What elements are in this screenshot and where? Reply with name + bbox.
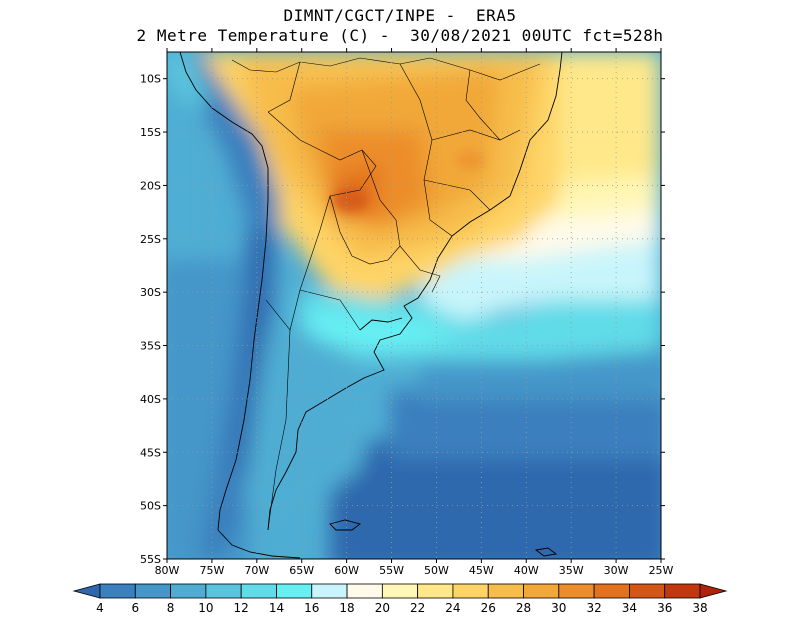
colorbar-label: 34 — [622, 601, 637, 615]
colorbar-label: 6 — [131, 601, 139, 615]
colorbar-bin — [664, 583, 701, 599]
chart-title-line-1: DIMNT/CGCT/INPE - ERA5 — [283, 6, 517, 25]
lat-label: 40S — [140, 393, 161, 406]
latitude-axis-labels: 10S 15S 20S 25S 30S 35S 40S 45S 50S 55S — [140, 73, 161, 566]
lon-label: 80W — [155, 564, 180, 577]
lon-label: 30W — [604, 564, 629, 577]
colorbar-bin — [452, 583, 489, 599]
colorbar-label: 38 — [692, 601, 707, 615]
colorbar-arrow-low — [72, 583, 101, 599]
lat-label: 55S — [140, 553, 161, 566]
political-borders — [231, 57, 541, 531]
lat-label: 15S — [140, 126, 161, 139]
colorbar-label: 4 — [96, 601, 104, 615]
colorbar-bin — [381, 583, 419, 599]
colorbar-bin — [417, 583, 454, 599]
colorbar-label: 36 — [657, 601, 672, 615]
colorbar-label: 18 — [339, 601, 354, 615]
colorbar-label: 16 — [304, 601, 319, 615]
lon-label: 75W — [199, 564, 224, 577]
lat-label: 45S — [140, 446, 161, 459]
lon-label: 45W — [469, 564, 494, 577]
lat-label: 50S — [140, 500, 161, 513]
colorbar-label: 32 — [586, 601, 601, 615]
lon-label: 65W — [289, 564, 314, 577]
colorbar-arrow-high — [699, 583, 728, 599]
colorbar-label: 14 — [269, 601, 284, 615]
colorbar-label: 30 — [551, 601, 566, 615]
colorbar-bin — [311, 583, 348, 599]
colorbar-label: 22 — [410, 601, 425, 615]
colorbar-labels: 4 6 8 10 12 14 16 18 20 22 24 26 28 30 32 34 36 38 — [96, 601, 707, 615]
colorbar-bin — [487, 583, 524, 599]
colorbar-label: 8 — [167, 601, 175, 615]
colorbar-label: 28 — [516, 601, 531, 615]
colorbar-bin — [593, 583, 630, 599]
lat-label: 10S — [140, 73, 161, 86]
lon-label: 35W — [559, 564, 584, 577]
lon-label: 60W — [334, 564, 359, 577]
lon-label: 25W — [649, 564, 674, 577]
temperature-field — [167, 52, 661, 559]
colorbar-label: 20 — [375, 601, 390, 615]
chart-title-line-2: 2 Metre Temperature (C) - 30/08/2021 00U… — [136, 26, 664, 45]
colorbar — [72, 583, 728, 599]
lat-label: 20S — [140, 179, 161, 192]
lon-label: 40W — [514, 564, 539, 577]
colorbar-bin — [346, 583, 383, 599]
colorbar-bin — [170, 583, 207, 599]
colorbar-bin — [558, 583, 595, 599]
colorbar-label: 26 — [481, 601, 496, 615]
colorbar-bin — [205, 583, 242, 599]
colorbar-bin — [240, 583, 277, 599]
lat-label: 35S — [140, 340, 161, 353]
colorbar-label: 10 — [198, 601, 213, 615]
colorbar-label: 24 — [445, 601, 460, 615]
map-frame — [166, 51, 662, 560]
colorbar-bin — [99, 583, 136, 599]
colorbar-bin — [134, 583, 171, 599]
lon-label: 55W — [379, 564, 404, 577]
colorbar-label: 12 — [234, 601, 249, 615]
lat-label: 30S — [140, 286, 161, 299]
lon-label: 70W — [244, 564, 269, 577]
colorbar-bin — [523, 583, 560, 599]
lat-label: 25S — [140, 233, 161, 246]
colorbar-bin — [629, 583, 666, 599]
colorbar-bin — [276, 583, 313, 599]
lon-label: 50W — [424, 564, 449, 577]
longitude-axis-labels: 80W 75W 70W 65W 60W 55W 50W 45W 40W 35W 30W 25W — [155, 564, 674, 577]
coastlines — [179, 52, 563, 559]
